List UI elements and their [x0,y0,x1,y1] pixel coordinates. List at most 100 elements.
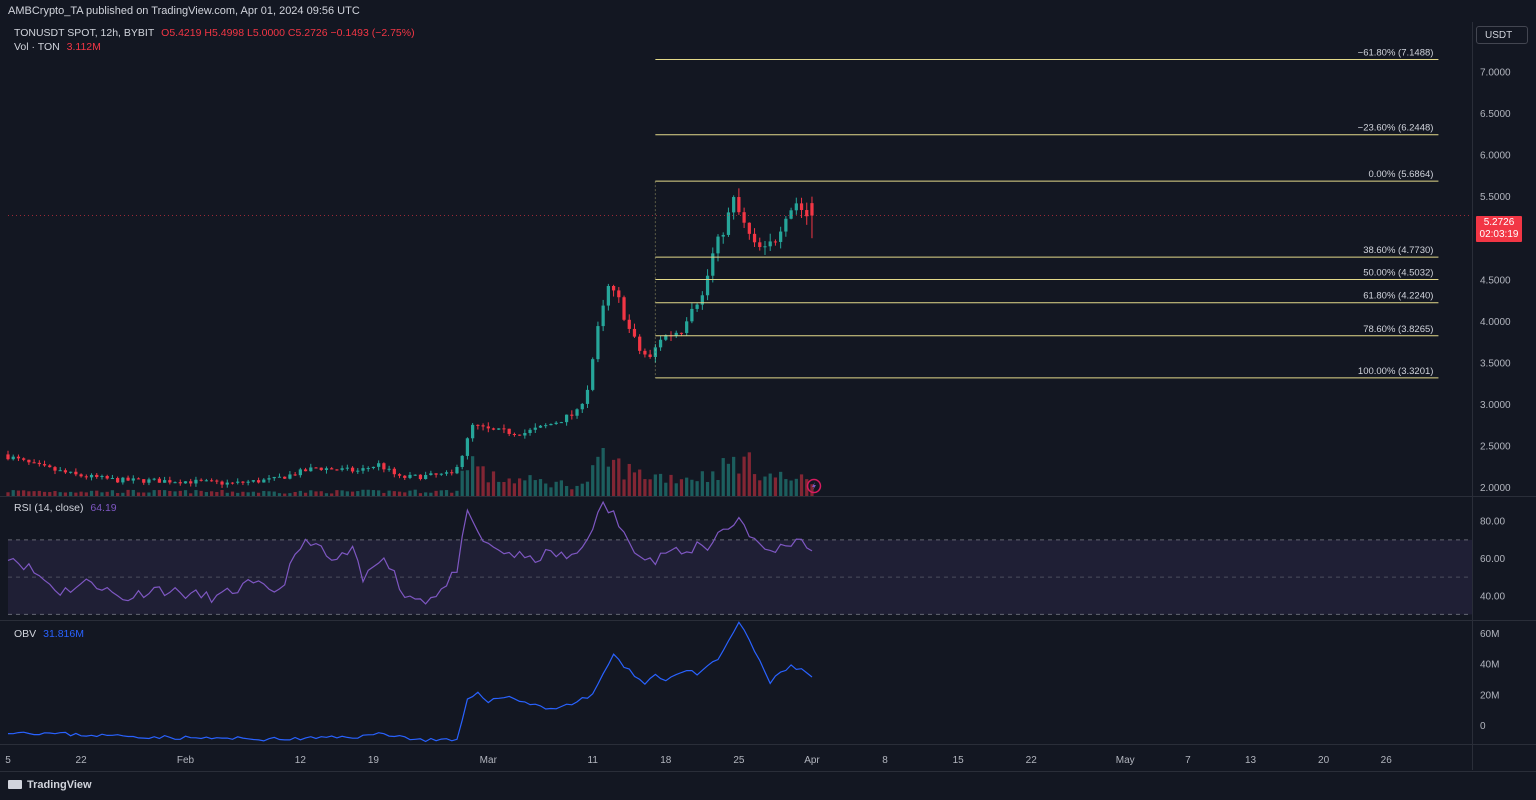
time-tick-label: 20 [1318,755,1330,766]
tradingview-logo[interactable]: TradingView [8,779,92,791]
price-tick-label: 3.0000 [1480,400,1511,411]
candle-body [37,462,41,465]
time-tick-label: Mar [480,755,498,766]
rsi-label[interactable]: RSI (14, close) [14,502,84,514]
volume-bar [486,482,490,496]
candle-body [377,463,381,467]
candle-body [658,339,663,348]
obv-label[interactable]: OBV [14,628,37,640]
candle-body [387,468,391,470]
volume-bar [314,491,318,496]
volume-bar [309,490,313,496]
candle-body [507,428,511,434]
volume-bar [340,490,344,496]
volume-bar [502,482,506,496]
candle-body [512,433,517,435]
volume-bar [533,480,537,496]
volume-bar [789,480,793,496]
volume-bar [366,489,370,496]
volume-bar [517,478,522,496]
volume-bar [32,491,36,496]
last-price-tag: 5.2726 02:03:19 [1476,216,1522,242]
candle-body [471,424,475,439]
candle-body [486,426,490,429]
fib-level-label: 0.00% (5.6864) [1368,169,1433,180]
candle-body [538,425,543,428]
candle-body [319,467,323,470]
candle-body [434,473,438,475]
candle-body [705,275,710,296]
volume-bar [22,490,26,496]
volume-bar [481,466,485,496]
rsi-tick-label: 60.00 [1480,554,1505,565]
volume-label[interactable]: Vol · TON [14,41,60,53]
candle-body [444,472,449,474]
price-tick-label: 2.5000 [1480,442,1511,453]
volume-bar [16,490,21,496]
price-tick-label: 2.0000 [1480,483,1511,494]
candle-body [246,481,250,483]
volume-bar [272,491,276,496]
volume-bar [225,492,229,496]
candle-body [408,474,412,478]
volume-bar [277,493,282,496]
volume-bar [303,492,308,496]
price-tick-label: 4.0000 [1480,317,1511,328]
volume-bar [716,480,720,496]
currency-button[interactable]: USDT [1476,26,1528,44]
candle-body [737,197,741,213]
price-tick-label: 5.5000 [1480,192,1511,203]
fib-level-label: 61.80% (4.2240) [1363,291,1433,302]
candle-body [42,464,47,466]
volume-bar [690,479,694,496]
candle-body [643,350,647,355]
price-tick-label: 6.5000 [1480,109,1511,120]
volume-bar [585,481,590,496]
time-tick-label: 11 [588,755,599,766]
volume-bar [664,482,668,496]
countdown-value: 02:03:19 [1479,229,1519,240]
candle-body [116,478,120,483]
candle-body [450,472,454,474]
volume-bar [37,490,41,496]
candle-body [726,212,731,235]
candle-body [716,236,720,254]
candle-body [131,478,135,481]
rsi-legend: RSI (14, close) 64.19 [14,502,117,514]
main-legend: TONUSDT SPOT, 12h, BYBIT O5.4219 H5.4998… [14,27,415,39]
candle-body [638,336,642,351]
volume-bar [371,490,376,496]
lightning-icon [806,478,822,494]
candle-body [554,422,558,424]
volume-bar [392,491,396,496]
volume-bar [116,493,120,496]
candle-body [330,468,334,470]
volume-bar [382,492,386,496]
volume-bar [799,474,804,496]
volume-bar [732,456,736,496]
candle-body [784,218,788,232]
volume-bar [142,492,146,496]
time-tick-label: 22 [76,755,88,766]
candle-body [721,234,725,237]
volume-bar [611,459,616,496]
candle-body [241,481,245,483]
candle-body [601,305,605,327]
candle-body [324,468,329,470]
volume-bar [356,491,360,496]
volume-bar [439,490,443,496]
volume-bar [752,474,757,496]
volume-bar [747,452,751,496]
candle-body [617,290,621,298]
volume-bar [27,491,31,496]
symbol-label[interactable]: TONUSDT SPOT, 12h, BYBIT [14,27,155,39]
candle-body [596,326,600,360]
rsi-tick-label: 80.00 [1480,517,1505,528]
volume-bar [580,483,584,496]
candle-body [110,478,115,480]
candle-body [157,478,162,483]
volume-bar [810,484,814,496]
candle-body [711,253,715,276]
candle-body [747,222,751,234]
